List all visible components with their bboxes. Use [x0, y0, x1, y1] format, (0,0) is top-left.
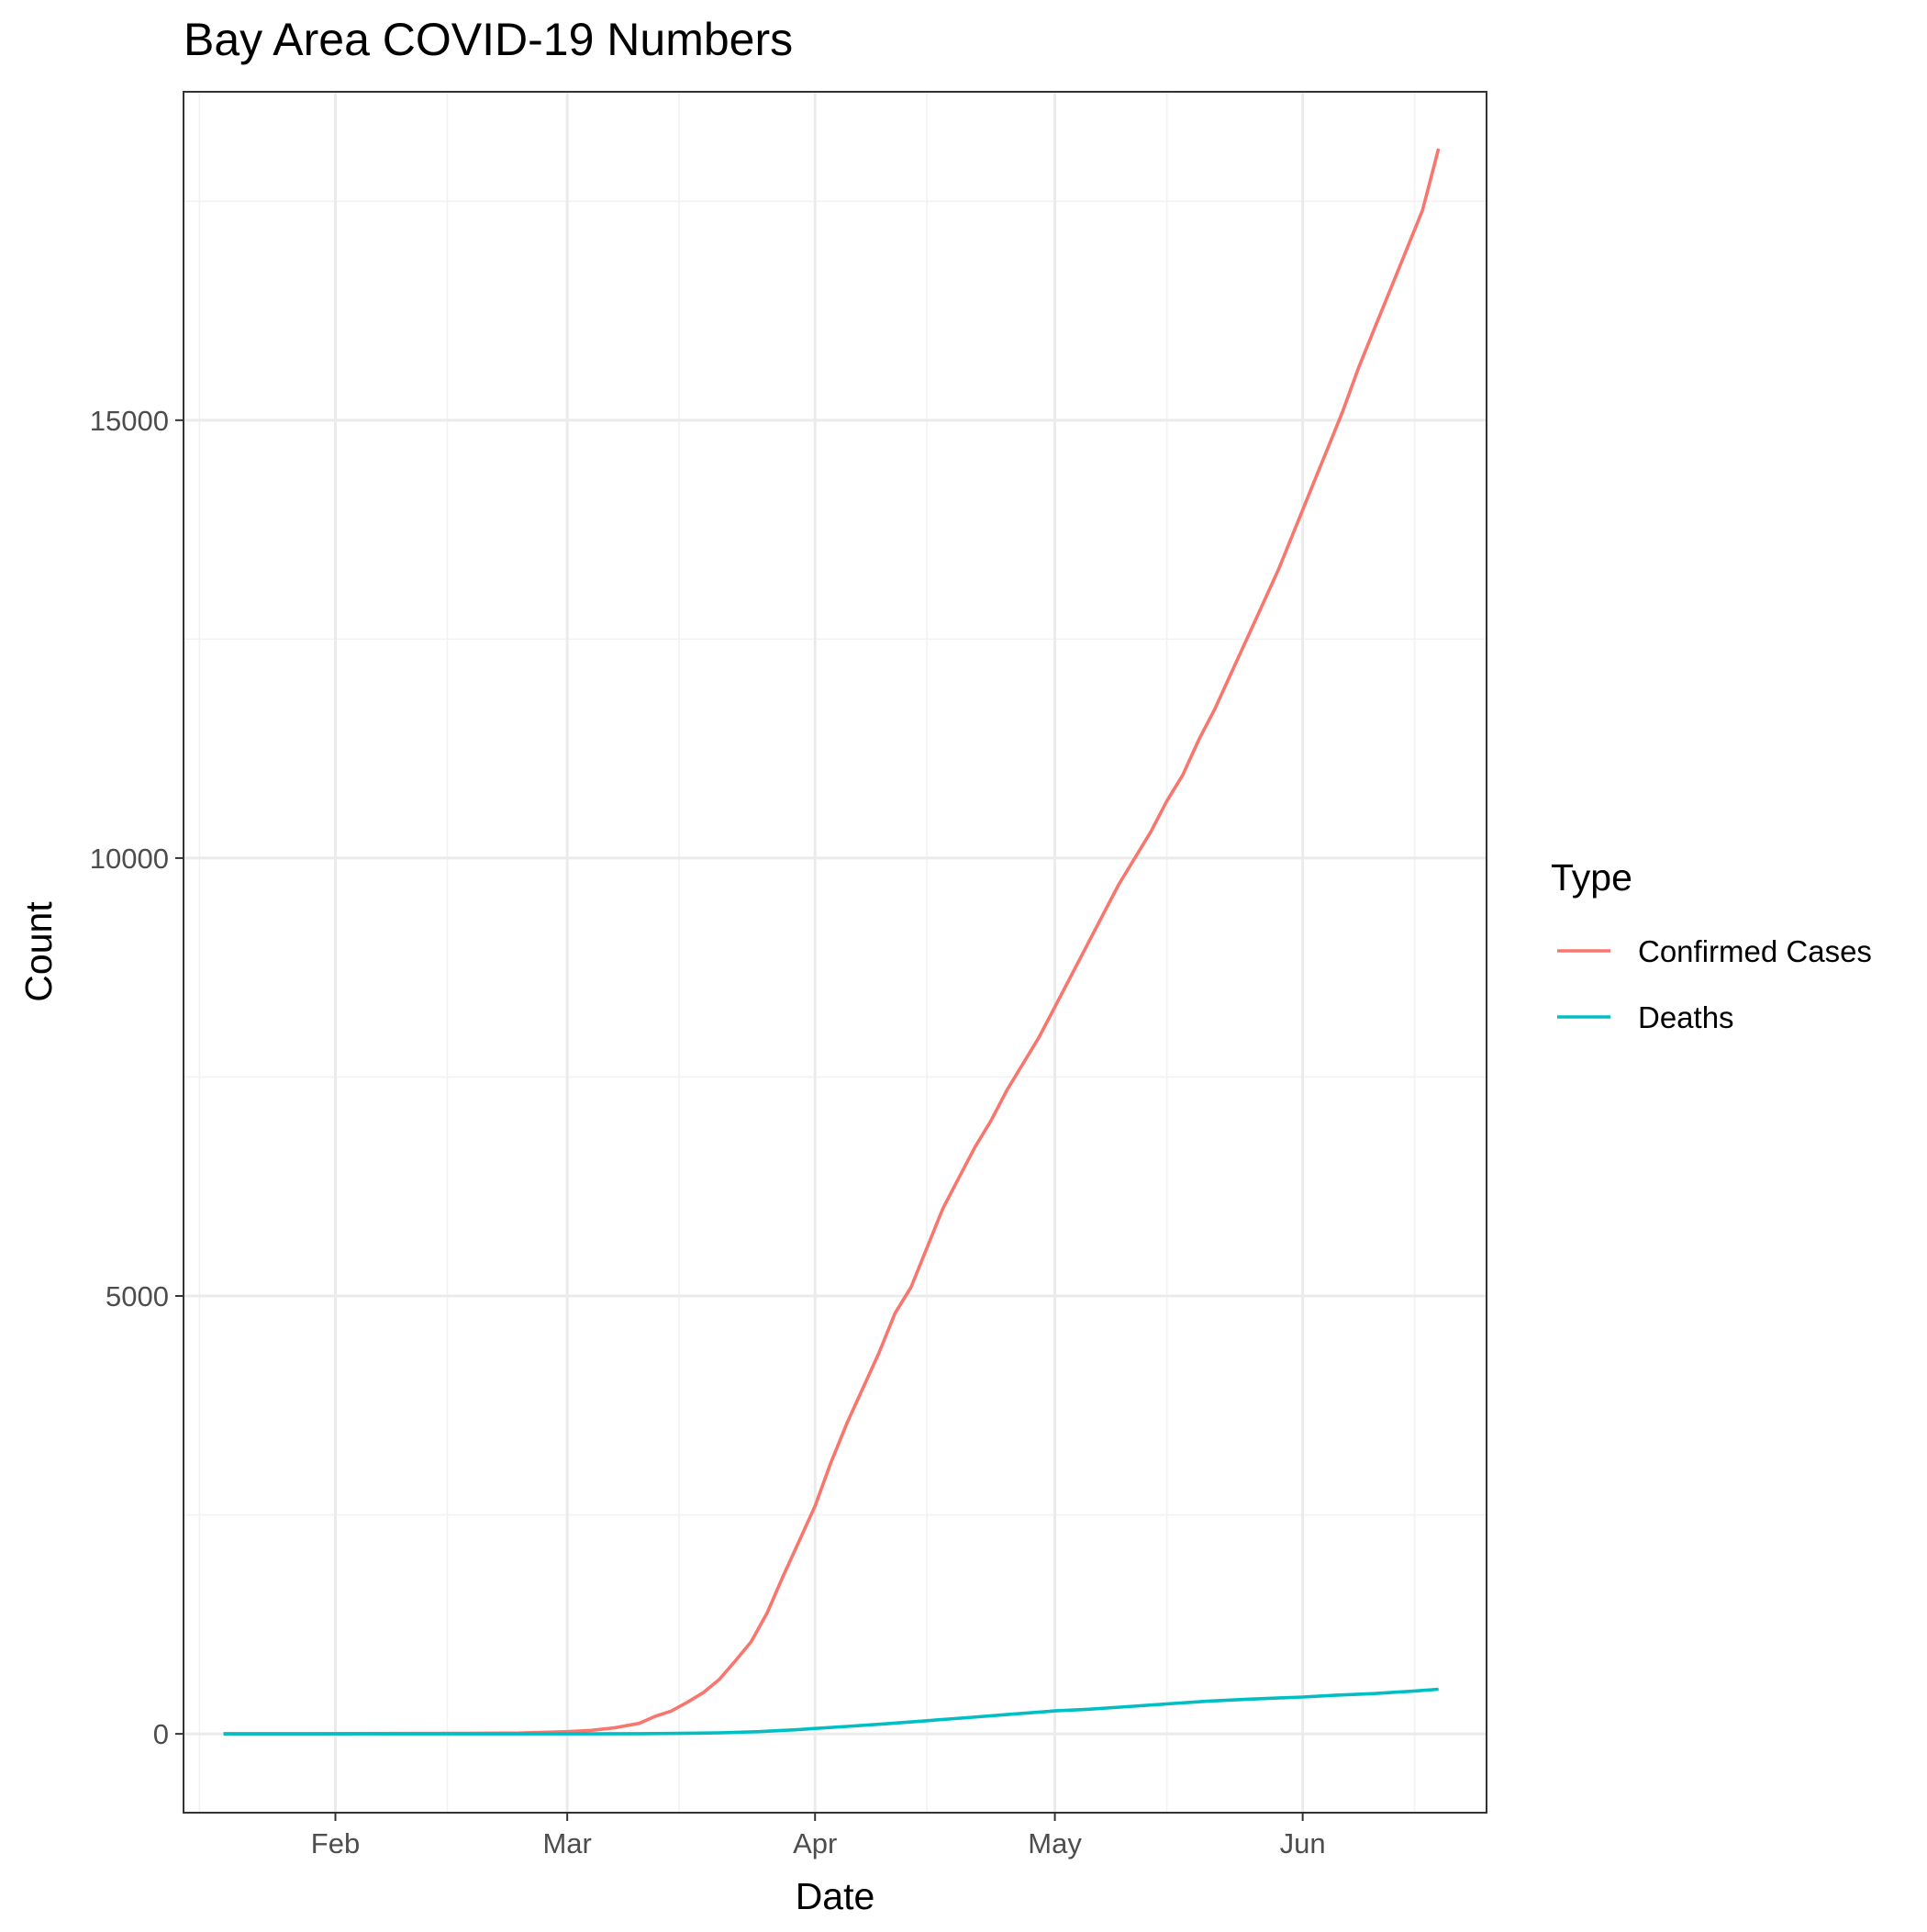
plot-panel-border: [183, 91, 1487, 1814]
y-axis-title: Count: [17, 901, 60, 1002]
x-tick-label: Jun: [1280, 1827, 1326, 1859]
chart-title: Bay Area COVID-19 Numbers: [184, 14, 793, 65]
major-grid: [184, 92, 1487, 1813]
y-tick-label: 15000: [90, 405, 169, 437]
x-tick-label: Apr: [793, 1827, 837, 1859]
minor-grid: [184, 92, 1487, 1813]
series-line-confirmed-cases: [223, 148, 1441, 1736]
y-tick-label: 5000: [106, 1280, 169, 1312]
legend-title: Type: [1551, 856, 1632, 899]
series-line-deaths: [223, 1687, 1439, 1736]
x-tick-label: Feb: [311, 1827, 360, 1859]
x-axis: Feb Mar Apr May Jun: [311, 1813, 1326, 1859]
plot-panel-background: [184, 92, 1487, 1813]
legend-items: Confirmed Cases Deaths: [1557, 934, 1872, 1034]
y-axis: 0 5000 10000 15000: [90, 405, 184, 1750]
x-tick-label: May: [1028, 1827, 1082, 1859]
y-tick-label: 0: [153, 1718, 169, 1750]
legend-label-confirmed-cases: Confirmed Cases: [1638, 934, 1872, 968]
x-axis-title: Date: [796, 1875, 875, 1917]
x-tick-label: Mar: [542, 1827, 591, 1859]
legend-label-deaths: Deaths: [1638, 1000, 1734, 1034]
y-tick-label: 10000: [90, 843, 169, 875]
legend: Type Confirmed Cases Deaths: [1551, 856, 1872, 1034]
series-layer: [223, 148, 1441, 1736]
